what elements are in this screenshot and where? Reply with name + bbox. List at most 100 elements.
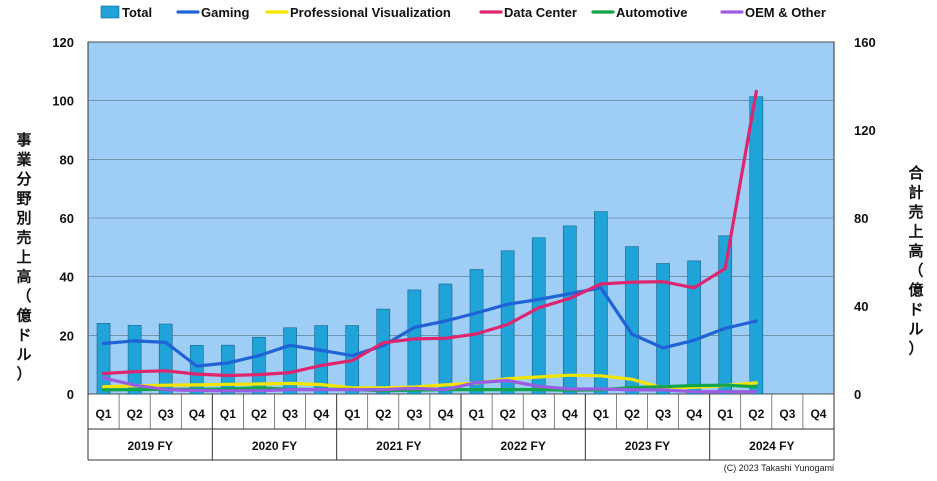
axis-title-char: ド — [908, 302, 923, 319]
year-label: 2023 FY — [625, 439, 670, 453]
quarter-label: Q1 — [593, 407, 609, 421]
left-tick-label: 80 — [60, 152, 74, 167]
total-bar — [656, 263, 670, 395]
legend-label-automotive: Automotive — [616, 5, 688, 20]
series-line-professional-visualization — [101, 373, 758, 390]
axis-title-char: 上 — [908, 224, 923, 241]
year-label: 2022 FY — [500, 439, 545, 453]
category-axis-table: Q1 Q2 Q3 Q4 Q1 Q2 Q3 Q4 Q1 Q2 Q3 Q4 Q1 Q2 Q3 Q4 Q1 Q2 Q3 Q4… — [87, 394, 835, 461]
axis-title-char: 億 — [16, 307, 31, 325]
total-bar — [562, 225, 577, 395]
quarter-label: Q4 — [437, 407, 453, 421]
axis-title-char: 事 — [16, 131, 31, 149]
axis-title-char: ） — [908, 340, 923, 358]
axis-title-char: 売 — [908, 203, 923, 221]
quarter-label: Q4 — [562, 407, 578, 421]
axis-title-char: 上 — [16, 249, 31, 266]
year-label: 2024 FY — [749, 439, 794, 453]
axis-title-char: 合 — [907, 164, 924, 182]
quarter-label: Q3 — [779, 407, 795, 421]
axis-title-char: 億 — [908, 281, 923, 299]
year-label: 2021 FY — [376, 439, 421, 453]
right-tick-label: 40 — [854, 299, 868, 314]
quarter-label: Q2 — [127, 407, 143, 421]
quarter-label: Q2 — [624, 407, 640, 421]
total-bar — [189, 345, 204, 395]
legend-label-gaming: Gaming — [201, 5, 249, 20]
series-line-oem-other — [101, 376, 758, 394]
total-bar — [158, 323, 173, 395]
total-bar — [96, 323, 111, 395]
left-tick-label: 40 — [60, 270, 74, 285]
total-bar — [625, 246, 639, 395]
left-tick-label: 100 — [52, 94, 74, 109]
legend-label-professional-visualization: Professional Visualization — [290, 5, 451, 20]
right-tick-label: 80 — [854, 211, 868, 226]
year-label: 2020 FY — [252, 439, 297, 453]
series-line-gaming — [101, 286, 758, 368]
axis-title-char: 高 — [908, 242, 923, 260]
axis-title-char: ル — [908, 321, 923, 338]
axis-title-char: 野 — [16, 191, 31, 208]
left-tick-label: 20 — [60, 328, 74, 343]
legend-label-total: Total — [122, 5, 152, 20]
axis-title-char: 別 — [15, 210, 31, 227]
right-tick-label: 120 — [854, 123, 876, 138]
quarter-label: Q2 — [500, 407, 516, 421]
quarter-label: Q1 — [96, 407, 112, 421]
quarter-label: Q1 — [344, 407, 360, 421]
axis-title-char: 売 — [16, 229, 31, 247]
quarter-label: Q4 — [810, 407, 826, 421]
quarter-label: Q3 — [655, 407, 671, 421]
quarter-label: Q2 — [375, 407, 391, 421]
right-axis-ticks: 0 40 80 120 160 — [854, 35, 876, 402]
axis-title-char: 分 — [16, 171, 31, 188]
legend-swatch-total — [100, 5, 120, 19]
legend: Total Gaming Professional Visualization Dat… — [100, 5, 826, 20]
left-tick-label: 0 — [67, 387, 74, 402]
total-bar — [407, 289, 422, 395]
axis-title-char: 業 — [15, 151, 32, 169]
axis-title-char: 計 — [908, 184, 923, 202]
axis-title-char: 高 — [16, 268, 31, 286]
quarter-label: Q1 — [717, 407, 733, 421]
quarter-label: Q3 — [531, 407, 547, 421]
quarter-label: Q3 — [282, 407, 298, 421]
series-line-data-center — [101, 89, 758, 378]
credit-text: (C) 2023 Takashi Yunogami — [724, 463, 834, 473]
total-bar — [749, 96, 764, 395]
legend-label-data-center: Data Center — [504, 5, 577, 20]
right-tick-label: 0 — [854, 387, 861, 402]
quarter-label: Q1 — [469, 407, 485, 421]
total-bar — [531, 237, 546, 395]
legend-label-oem-other: OEM & Other — [745, 5, 826, 20]
axis-title-char: ド — [16, 327, 31, 344]
quarter-label: Q4 — [313, 407, 329, 421]
left-axis-ticks: 0 20 40 60 80 100 120 — [52, 35, 74, 402]
right-tick-label: 160 — [854, 35, 876, 50]
total-bar — [594, 211, 608, 395]
left-tick-label: 120 — [52, 35, 74, 50]
total-bar — [252, 336, 266, 395]
quarter-label: Q2 — [251, 407, 267, 421]
axis-title-char: （ — [908, 262, 923, 280]
quarter-label: Q2 — [748, 407, 764, 421]
quarter-label: Q4 — [686, 407, 702, 421]
axis-title-char: ） — [16, 365, 31, 383]
series-lines — [101, 89, 758, 394]
quarter-label: Q4 — [189, 407, 205, 421]
quarter-label: Q3 — [158, 407, 174, 421]
axis-title-char: ル — [16, 347, 31, 364]
total-bar — [376, 308, 391, 395]
year-label: 2019 FY — [127, 439, 172, 453]
quarter-label: Q1 — [220, 407, 236, 421]
left-tick-label: 60 — [60, 211, 74, 226]
total-bar — [221, 344, 235, 395]
total-bar — [314, 325, 328, 395]
total-bar — [687, 260, 701, 395]
total-bar — [718, 235, 733, 395]
